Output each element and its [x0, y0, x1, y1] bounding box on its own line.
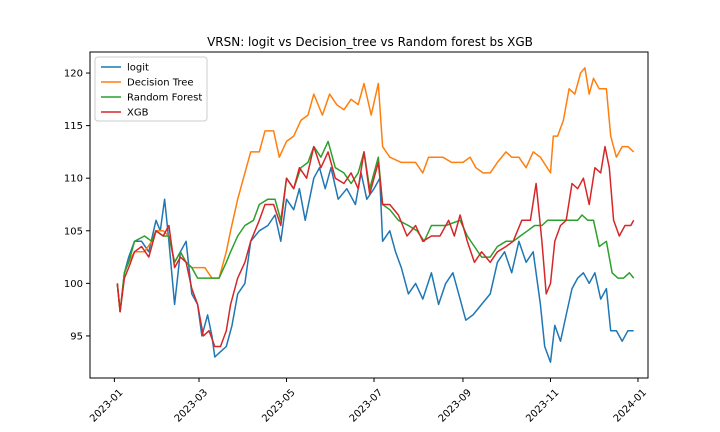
y-tick-label: 120 [64, 69, 83, 80]
legend: logit Decision Tree Random Forest XGB [94, 56, 208, 122]
y-tick-label: 105 [64, 226, 83, 237]
y-tick-label: 115 [64, 121, 83, 132]
y-tick-label: 100 [64, 279, 83, 290]
legend-label: logit [127, 63, 149, 74]
plot-area [116, 67, 635, 363]
legend-box [94, 56, 208, 122]
y-axis: 95 100 105 110 115 120 [64, 69, 90, 342]
y-tick-label: 95 [70, 331, 83, 342]
series-group [116, 67, 635, 363]
legend-label: XGB [127, 108, 149, 119]
series-line-logit [116, 166, 634, 363]
legend-label: Random Forest [127, 93, 202, 104]
legend-label: Decision Tree [127, 78, 194, 89]
series-line-xgb [116, 145, 635, 348]
chart-title: VRSN: logit vs Decision_tree vs Random f… [207, 35, 533, 49]
axes-frame [89, 51, 649, 379]
y-tick-label: 110 [64, 174, 83, 185]
